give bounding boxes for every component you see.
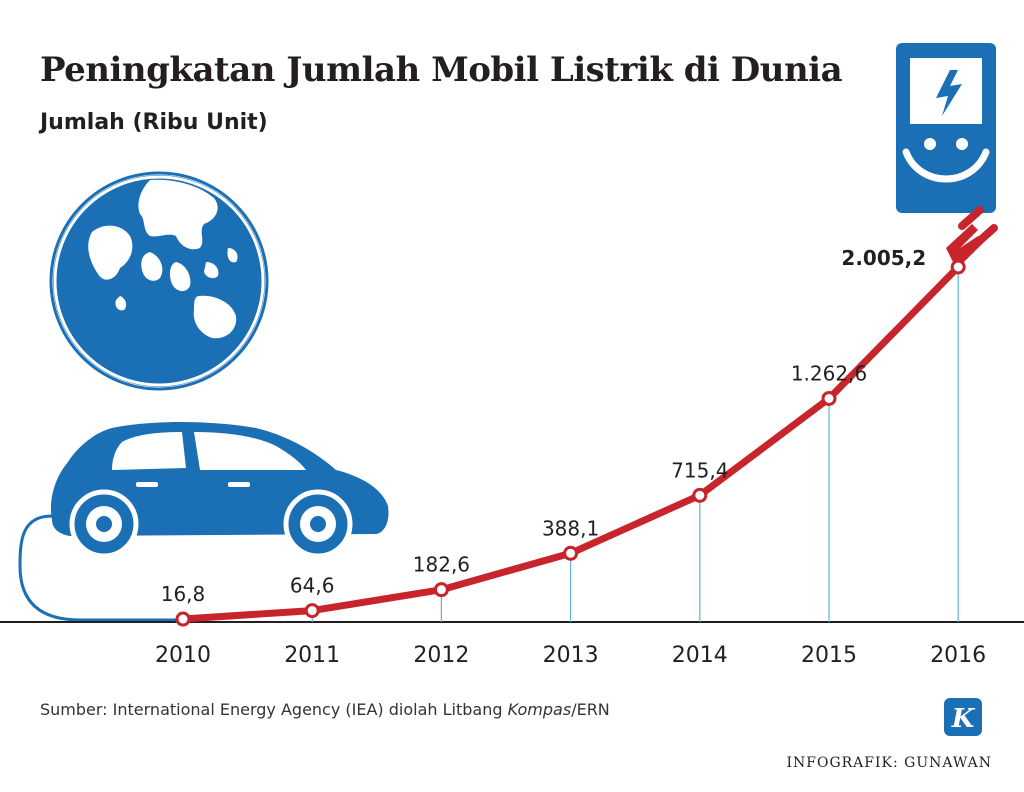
data-point — [692, 487, 708, 503]
data-labels: 16,8 64,6 182,6 388,1 715,4 1.262,6 2.005,2 — [161, 246, 926, 606]
data-label: 715,4 — [671, 458, 728, 482]
lightning-bolt-icon — [936, 70, 962, 116]
x-tick-label: 2014 — [672, 643, 728, 668]
x-tick-label: 2015 — [801, 643, 857, 668]
plug-icon — [946, 206, 998, 272]
source-publisher: Kompas — [507, 700, 572, 719]
x-tick-label: 2013 — [543, 643, 599, 668]
x-tick-label: 2012 — [413, 643, 469, 668]
data-point — [304, 603, 320, 619]
data-label: 64,6 — [290, 574, 335, 598]
data-point — [563, 545, 579, 561]
data-label: 182,6 — [413, 553, 470, 577]
logo-letter: K — [951, 704, 976, 734]
data-point — [175, 611, 191, 627]
globe-icon — [49, 171, 269, 391]
chart-subtitle: Jumlah (Ribu Unit) — [40, 110, 268, 135]
source-suffix: /ERN — [571, 700, 610, 719]
chart-title: Peningkatan Jumlah Mobil Listrik di Duni… — [40, 50, 843, 90]
infographic-credit: INFOGRAFIK: GUNAWAN — [786, 755, 992, 771]
x-tick-label: 2016 — [930, 643, 986, 668]
data-point — [821, 390, 837, 406]
x-tick-label: 2010 — [155, 643, 211, 668]
data-label: 2.005,2 — [841, 246, 926, 270]
charging-station-icon — [896, 43, 996, 213]
data-label: 1.262,6 — [791, 361, 867, 385]
source-note: Sumber: International Energy Agency (IEA… — [40, 700, 610, 719]
data-point — [950, 259, 966, 275]
x-tick-label: 2011 — [284, 643, 340, 668]
data-point — [433, 582, 449, 598]
data-label: 388,1 — [542, 516, 599, 540]
source-text: Sumber: International Energy Agency (IEA… — [40, 700, 508, 719]
data-label: 16,8 — [161, 582, 206, 606]
guide-lines — [182, 267, 959, 622]
x-tick-labels: 2010 2011 2012 2013 2014 2015 2016 — [155, 643, 986, 668]
data-points — [175, 259, 966, 627]
kompas-logo: K — [944, 698, 982, 736]
car-icon — [18, 422, 389, 622]
